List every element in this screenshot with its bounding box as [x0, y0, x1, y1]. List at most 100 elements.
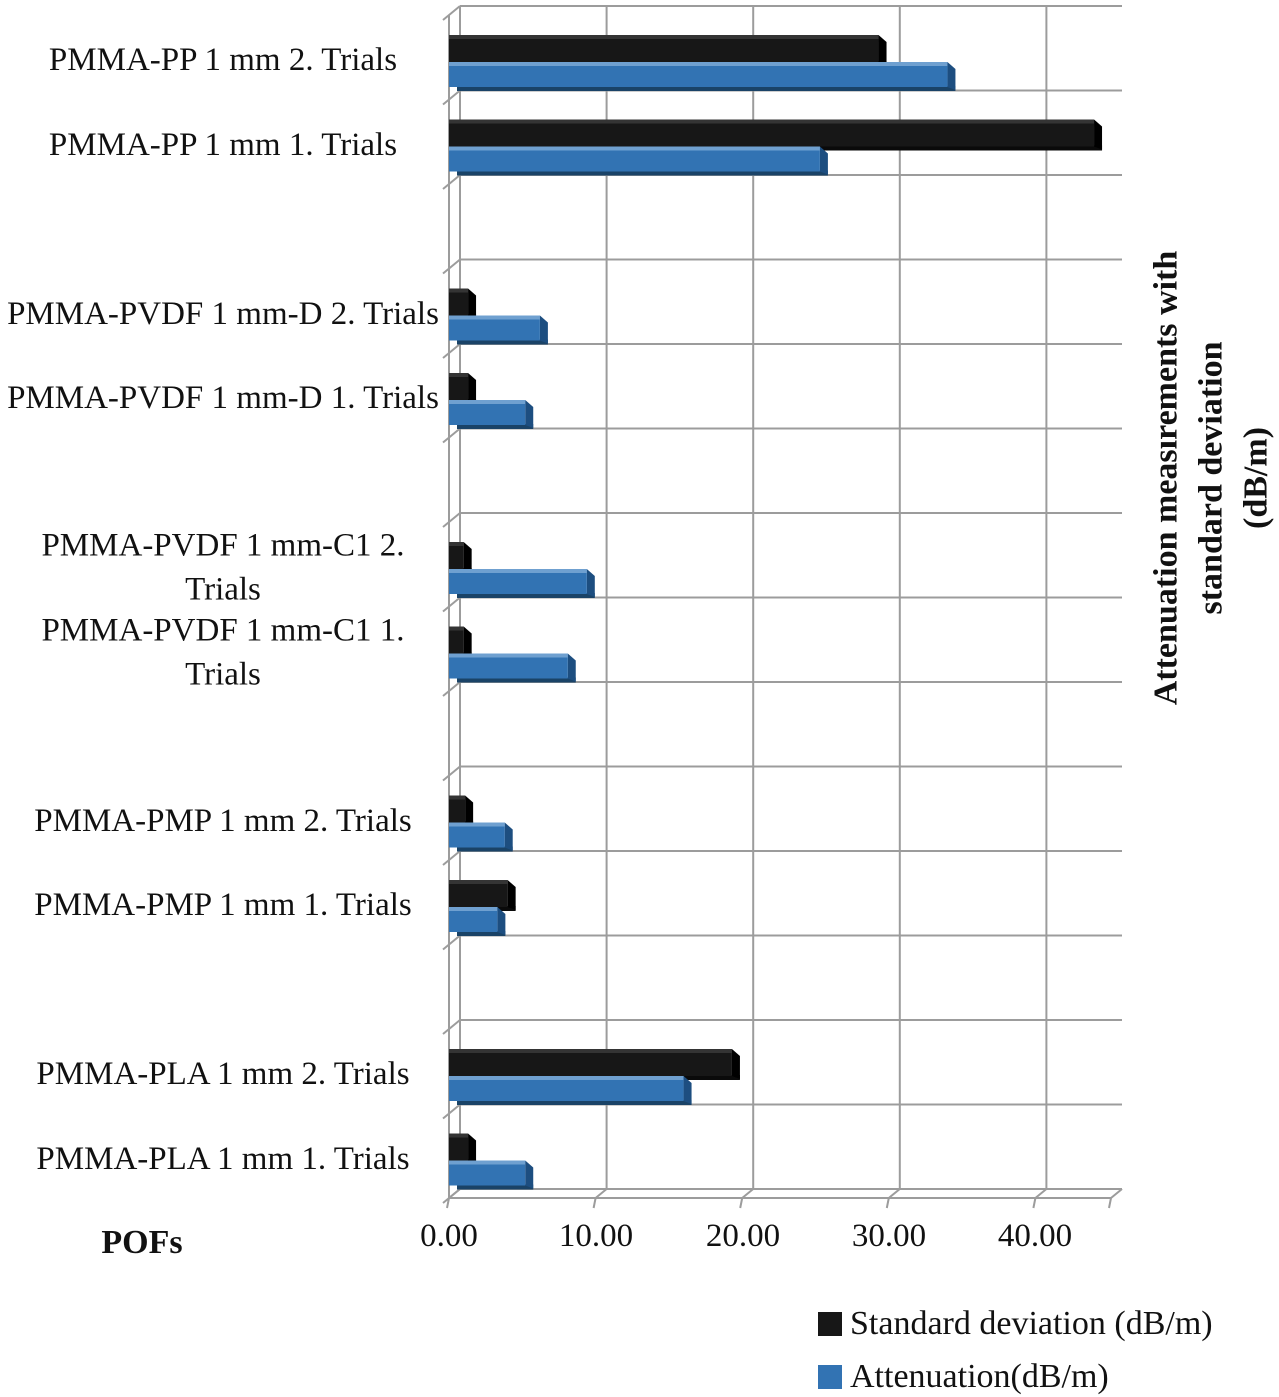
legend-swatch-black: [818, 1312, 842, 1336]
bar-top: [449, 542, 464, 546]
bar-front: [449, 822, 505, 848]
legend-label: Attenuation(dB/m): [850, 1358, 1109, 1395]
x-tick-label: 10.00: [558, 1218, 634, 1254]
bar-shadow: [457, 86, 956, 91]
category-label: PMMA-PP 1 mm 1. Trials: [48, 127, 398, 164]
bar-shadow: [457, 424, 534, 429]
bar-front: [449, 288, 469, 316]
gridline: [442, 427, 461, 444]
gridline: [888, 1188, 901, 1199]
gridline: [442, 512, 461, 528]
bar-front: [449, 1049, 732, 1076]
bar-front: [449, 35, 879, 62]
bar-front: [449, 880, 508, 907]
gridline: [885, 1197, 890, 1209]
bar-end-cap: [525, 400, 534, 428]
category-label: PMMA-PVDF 1 mm-D 1. Trials: [7, 380, 439, 417]
legend-swatch-blue: [818, 1365, 842, 1389]
bar-shadow: [457, 846, 513, 852]
value-axis-title-line: (dB/m): [1237, 427, 1275, 529]
gridline: [592, 1197, 597, 1209]
bar-end-cap: [465, 795, 474, 826]
category-label: PMMA-PMP 1 mm 2. Trials: [34, 803, 412, 840]
x-tick-label: 0.00: [420, 1218, 478, 1254]
bar-shadow: [457, 593, 595, 598]
gridline: [442, 343, 461, 359]
bar-front: [449, 542, 464, 569]
bar-end-cap: [539, 315, 548, 344]
bar-shadow: [457, 339, 548, 345]
bar-end-cap: [947, 62, 956, 90]
gridline: [442, 765, 461, 782]
gridline: [1032, 1197, 1037, 1209]
bar-top: [449, 907, 498, 911]
bar-end-cap: [586, 569, 595, 597]
gridline: [1108, 1197, 1112, 1209]
bar-end-cap: [819, 146, 828, 175]
legend-item-attenuation: Attenuation(dB/m): [818, 1358, 1109, 1396]
bar-top: [449, 822, 505, 827]
gridline: [442, 89, 461, 106]
bar-top: [449, 1133, 469, 1138]
bar-front: [449, 795, 466, 823]
bar-end-cap: [683, 1076, 692, 1104]
bar-top: [449, 1049, 732, 1053]
gridline: [442, 1019, 461, 1035]
category-label: PMMA-PLA 1 mm 2. Trials: [36, 1056, 410, 1093]
category-label: PMMA-PP 1 mm 2. Trials: [48, 42, 398, 79]
x-tick-label: 20.00: [705, 1218, 781, 1254]
gridline: [448, 1188, 461, 1199]
value-axis-title: Attenuation measırements with standard d…: [1145, 198, 1279, 758]
value-axis-title-line: Attenuation measırements with: [1147, 250, 1185, 706]
bar-end-cap: [468, 288, 477, 319]
bar-top: [449, 569, 587, 573]
bar-top: [449, 119, 1095, 124]
bar-end-cap: [468, 1133, 477, 1164]
bar-front: [449, 626, 464, 654]
bar-front: [449, 1160, 526, 1186]
gridline: [739, 1197, 744, 1209]
bar-front: [449, 569, 587, 594]
bar-end-cap: [731, 1049, 740, 1079]
bar-end-cap: [497, 907, 506, 935]
category-label: PMMA-PVDF 1 mm-D 2. Trials: [7, 296, 439, 333]
bar-end-cap: [525, 1160, 534, 1189]
bar-top: [449, 880, 508, 884]
gridline: [446, 1197, 450, 1209]
bar-top: [449, 653, 568, 658]
category-axis-title: POFs: [101, 1224, 183, 1261]
category-label: PMMA-PVDF 1 mm-C1 2. Trials: [41, 527, 405, 607]
bar-top: [449, 795, 466, 800]
gridline: [741, 1188, 754, 1199]
gridline: [442, 5, 461, 21]
bar-shadow: [457, 1184, 534, 1190]
bar-front: [449, 62, 948, 87]
legend-item-standard-deviation: Standard deviation (dB/m): [818, 1305, 1213, 1343]
bar-top: [449, 35, 879, 39]
bar-end-cap: [878, 35, 887, 65]
gridline: [442, 596, 461, 613]
bar-end-cap: [507, 880, 516, 910]
bar-top: [449, 62, 948, 66]
bar-top: [449, 626, 464, 631]
bar-front: [449, 1076, 684, 1101]
bar-front: [449, 119, 1095, 147]
bar-front: [449, 907, 498, 932]
gridline: [442, 1103, 461, 1120]
gridline: [442, 934, 461, 951]
category-label: PMMA-PVDF 1 mm-C1 1. Trials: [41, 612, 405, 692]
bar-end-cap: [468, 373, 477, 403]
x-tick-label: 30.00: [851, 1218, 927, 1254]
gridline: [442, 258, 461, 275]
gridline: [594, 1188, 608, 1199]
gridline: [442, 174, 461, 190]
bar-end-cap: [1094, 119, 1103, 150]
category-label: PMMA-PLA 1 mm 1. Trials: [36, 1141, 410, 1178]
gridline: [1110, 1188, 1123, 1199]
bar-front: [449, 400, 526, 425]
bar-shadow: [457, 170, 828, 176]
bar-front: [449, 315, 540, 341]
bar-shadow: [457, 677, 576, 683]
bar-front: [449, 373, 469, 400]
